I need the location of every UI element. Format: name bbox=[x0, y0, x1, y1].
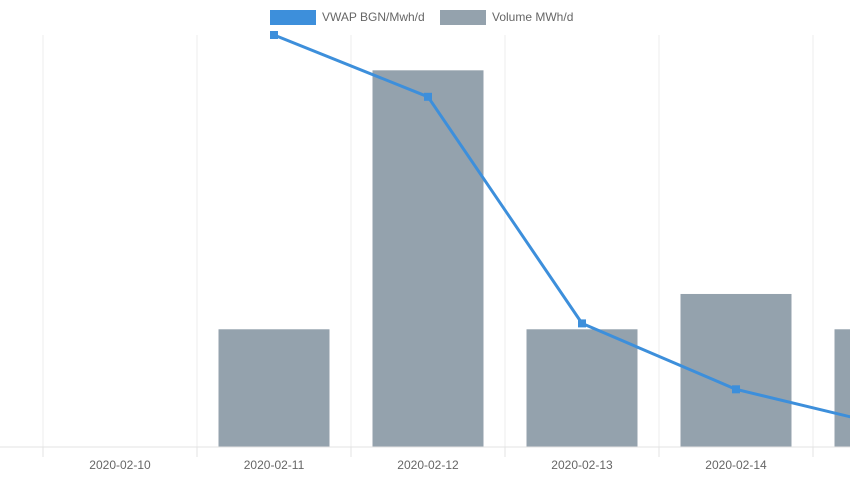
grid-lines bbox=[42, 35, 814, 447]
x-tick-label: 2020-02-10 bbox=[89, 458, 151, 472]
vwap-point[interactable] bbox=[578, 319, 586, 328]
legend-item-volume[interactable]: Volume MWh/d bbox=[440, 8, 573, 26]
volume-bar[interactable] bbox=[834, 329, 850, 447]
legend-label-volume: Volume MWh/d bbox=[492, 10, 574, 24]
legend-item-vwap[interactable]: VWAP BGN/Mwh/d bbox=[270, 8, 425, 26]
x-tick-label: 2020-02-14 bbox=[705, 458, 767, 472]
volume-bar[interactable] bbox=[526, 329, 638, 447]
volume-bars bbox=[218, 70, 850, 448]
legend: VWAP BGN/Mwh/d Volume MWh/d bbox=[0, 8, 850, 26]
legend-label-vwap: VWAP BGN/Mwh/d bbox=[322, 10, 425, 24]
vwap-point[interactable] bbox=[732, 385, 740, 394]
vwap-point[interactable] bbox=[270, 31, 278, 39]
volume-bar[interactable] bbox=[218, 329, 330, 447]
volume-bar[interactable] bbox=[372, 70, 484, 448]
x-tick-label: 2020-02-12 bbox=[397, 458, 459, 472]
vwap-line-series bbox=[270, 31, 850, 419]
x-axis-ticks: 2020-02-10 2020-02-11 2020-02-12 2020-02-13… bbox=[42, 447, 814, 472]
vwap-point[interactable] bbox=[424, 92, 432, 101]
legend-swatch-volume bbox=[440, 9, 486, 25]
volume-bar[interactable] bbox=[680, 293, 792, 447]
legend-swatch-vwap bbox=[270, 9, 316, 25]
x-tick-label: 2020-02-11 bbox=[244, 458, 305, 472]
x-tick-label: 2020-02-13 bbox=[551, 458, 613, 472]
